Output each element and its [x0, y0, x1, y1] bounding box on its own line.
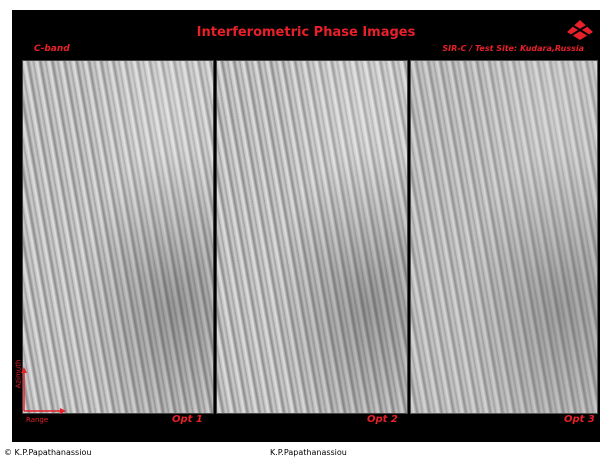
site-label: SIR-C / Test Site: Kudara,Russia	[442, 44, 584, 53]
axis-arrows	[20, 365, 70, 415]
image-label: Opt 3	[564, 414, 595, 425]
phase-image	[216, 60, 408, 414]
slide-title: Interferometric Phase Images	[12, 25, 600, 40]
footer-author: K.P.Papathanassiou	[270, 448, 347, 457]
panel: Interferometric Phase Images C-band SIR-…	[12, 10, 600, 442]
band-label: C-band	[34, 44, 70, 54]
copyright: © K.P.Papathanassiou	[4, 448, 91, 457]
phase-image	[22, 60, 214, 414]
slide: Interferometric Phase Images C-band SIR-…	[0, 0, 610, 461]
image-label: Opt 2	[367, 414, 398, 425]
logo	[563, 14, 597, 42]
range-label: Range	[26, 416, 48, 424]
phase-image	[410, 60, 598, 414]
azimuth-label: Azimuth	[14, 360, 22, 389]
image-label: Opt 1	[172, 414, 203, 425]
